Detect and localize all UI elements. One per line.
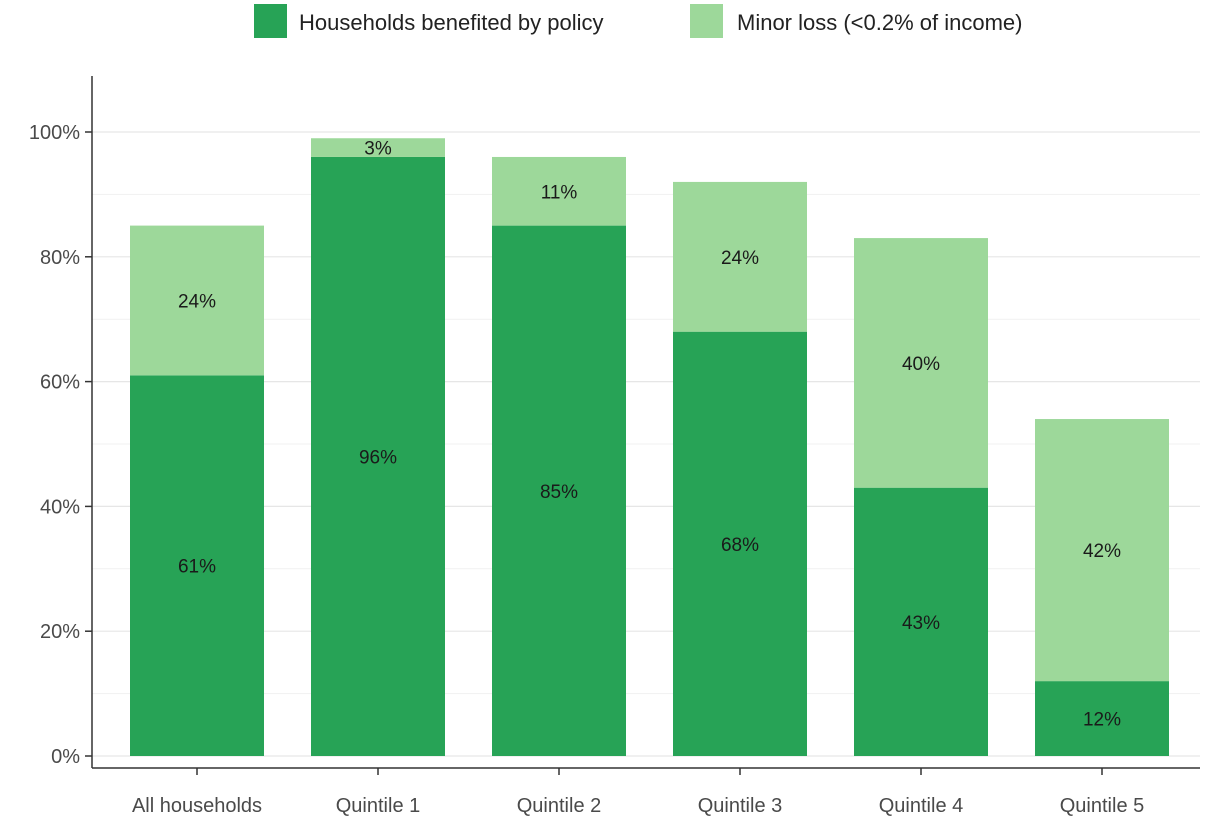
data-label: 85% xyxy=(540,482,578,503)
data-label: 61% xyxy=(178,557,216,578)
data-label: 12% xyxy=(1083,710,1121,731)
legend-label-benefited: Households benefited by policy xyxy=(299,10,604,35)
gridlines xyxy=(92,131,1200,757)
y-tick-label: 0% xyxy=(51,746,80,768)
data-label: 42% xyxy=(1083,541,1121,562)
bars xyxy=(130,138,1169,757)
y-tick-label: 80% xyxy=(40,247,80,269)
y-tick-label: 40% xyxy=(40,496,80,518)
x-tick-label: Quintile 4 xyxy=(879,795,964,817)
bar-labels: 61% 24% 96% 3% 85% 11% 68% 24% 43% 40% 12% 42% xyxy=(178,139,1121,731)
bar-segment-minor-loss xyxy=(854,238,988,488)
bar-segment-benefited xyxy=(130,375,264,756)
bar-segment-benefited xyxy=(673,331,807,756)
legend: Households benefited by policy Minor los… xyxy=(254,4,1023,38)
bar-segment-benefited xyxy=(311,156,445,756)
data-label: 3% xyxy=(364,139,392,160)
bar-segment-minor-loss xyxy=(492,156,626,226)
x-tick-label: Quintile 1 xyxy=(336,795,421,817)
x-tick-label: Quintile 5 xyxy=(1060,795,1145,817)
data-label: 40% xyxy=(902,354,940,375)
y-tick-label: 100% xyxy=(29,122,80,144)
plot-area: 61% 24% 96% 3% 85% 11% 68% 24% 43% 40% 12% 42% 0% 20… xyxy=(29,76,1200,817)
x-tick-label: Quintile 2 xyxy=(517,795,602,817)
x-tick-label: All households xyxy=(132,795,262,817)
y-tick-label: 60% xyxy=(40,372,80,394)
bar-segment-minor-loss xyxy=(673,181,807,332)
data-label: 24% xyxy=(721,248,759,269)
data-label: 96% xyxy=(359,447,397,468)
bar-segment-benefited xyxy=(1035,681,1169,756)
y-tick-label: 20% xyxy=(40,621,80,643)
legend-swatch-benefited xyxy=(254,4,287,38)
data-label: 43% xyxy=(902,613,940,634)
bar-segment-minor-loss xyxy=(130,225,264,376)
data-label: 68% xyxy=(721,535,759,556)
bar-segment-benefited xyxy=(854,487,988,756)
bar-segment-minor-loss xyxy=(1035,419,1169,682)
data-label: 24% xyxy=(178,291,216,312)
legend-swatch-minor-loss xyxy=(690,4,723,38)
bar-segment-minor-loss xyxy=(311,138,445,157)
legend-label-minor-loss: Minor loss (<0.2% of income) xyxy=(737,10,1023,35)
x-axis-ticks: All households Quintile 1 Quintile 2 Quinti… xyxy=(132,768,1144,817)
y-axis-ticks: 0% 20% 40% 60% 80% 100% xyxy=(29,122,92,768)
data-label: 11% xyxy=(541,182,578,203)
axes xyxy=(91,76,1200,769)
x-tick-label: Quintile 3 xyxy=(698,795,783,817)
bar-segment-benefited xyxy=(492,225,626,757)
